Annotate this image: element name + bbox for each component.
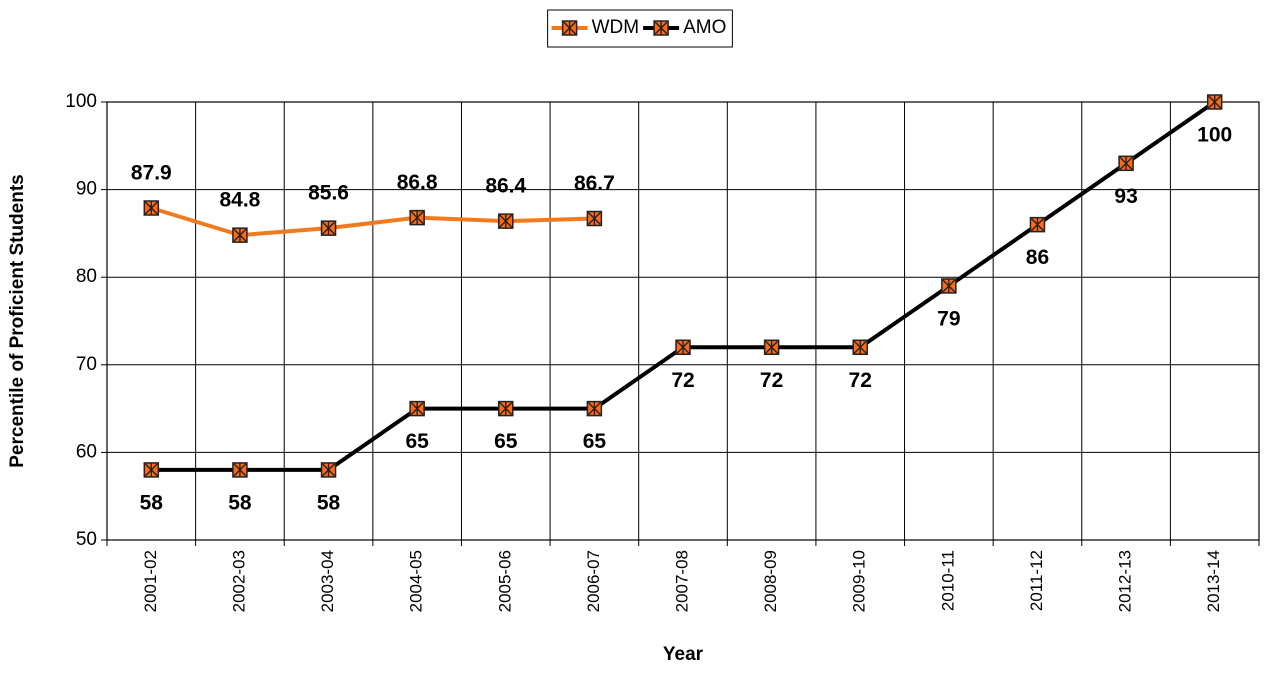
data-label: 79	[937, 308, 960, 331]
marker	[320, 220, 337, 236]
y-tick-label: 60	[76, 441, 97, 462]
marker	[852, 339, 868, 356]
data-label: 86.7	[574, 172, 615, 195]
x-tick-label: 2007-08	[672, 550, 691, 612]
y-tick-label: 90	[76, 179, 97, 200]
x-tick-label: 2002-03	[229, 550, 248, 612]
marker	[586, 210, 603, 227]
marker	[1118, 155, 1134, 172]
data-label: 72	[760, 369, 783, 392]
series-line	[150, 206, 595, 238]
marker	[232, 462, 248, 478]
data-label: 58	[228, 491, 252, 514]
marker	[232, 227, 248, 243]
data-label: 65	[583, 430, 607, 453]
legend: WDM AMO	[547, 9, 733, 48]
data-label: 86.8	[397, 171, 438, 194]
marker	[763, 339, 780, 356]
marker	[409, 209, 425, 226]
marker	[1029, 216, 1046, 233]
data-label: 87.9	[131, 162, 172, 185]
marker	[941, 278, 957, 294]
y-tick-label: 50	[76, 529, 97, 550]
x-tick-label: 2004-05	[407, 550, 426, 612]
data-label: 85.6	[308, 182, 349, 205]
data-label: 86	[1026, 246, 1049, 269]
data-label: 86.4	[485, 175, 526, 198]
legend-label: WDM	[592, 17, 639, 38]
data-label: 93	[1114, 185, 1137, 208]
series-line	[151, 100, 1216, 472]
x-tick-label: 2005-06	[495, 550, 514, 612]
data-label: 58	[317, 491, 341, 514]
x-tick-label: 2011-12	[1027, 550, 1046, 611]
marker	[653, 20, 669, 36]
x-axis-title: Year	[663, 644, 704, 665]
data-label: 84.8	[219, 189, 260, 212]
data-label: 58	[140, 491, 164, 514]
marker	[675, 339, 691, 356]
y-tick-label: 100	[65, 91, 97, 112]
y-axis-title: Percentile of Proficient Students	[7, 174, 28, 468]
y-tick-label: 70	[76, 354, 97, 375]
x-tick-label: 2009-10	[850, 550, 869, 612]
x-tick-label: 2012-13	[1116, 550, 1135, 612]
marker	[409, 400, 425, 417]
plot-frame	[106, 101, 1260, 541]
marker	[586, 400, 603, 417]
legend-label: AMO	[683, 17, 726, 38]
marker	[1206, 94, 1223, 110]
x-tick-label: 2003-04	[318, 550, 337, 612]
marker	[143, 462, 160, 478]
x-tick-label: 2010-11	[938, 550, 957, 611]
marker	[498, 213, 514, 229]
x-tick-label: 2008-09	[761, 550, 780, 612]
x-tick-label: 2001-02	[141, 550, 160, 612]
data-label: 72	[849, 369, 872, 392]
x-tick-label: 2006-07	[584, 550, 603, 612]
marker	[320, 462, 337, 478]
marker	[561, 20, 578, 36]
data-label: 65	[405, 430, 429, 453]
x-tick-label: 2013-14	[1204, 550, 1223, 612]
marker	[143, 200, 160, 216]
marker	[498, 400, 514, 417]
y-tick-label: 80	[76, 266, 97, 287]
data-label: 72	[671, 369, 694, 392]
data-label: 65	[494, 430, 518, 453]
data-label: 100	[1197, 124, 1232, 147]
